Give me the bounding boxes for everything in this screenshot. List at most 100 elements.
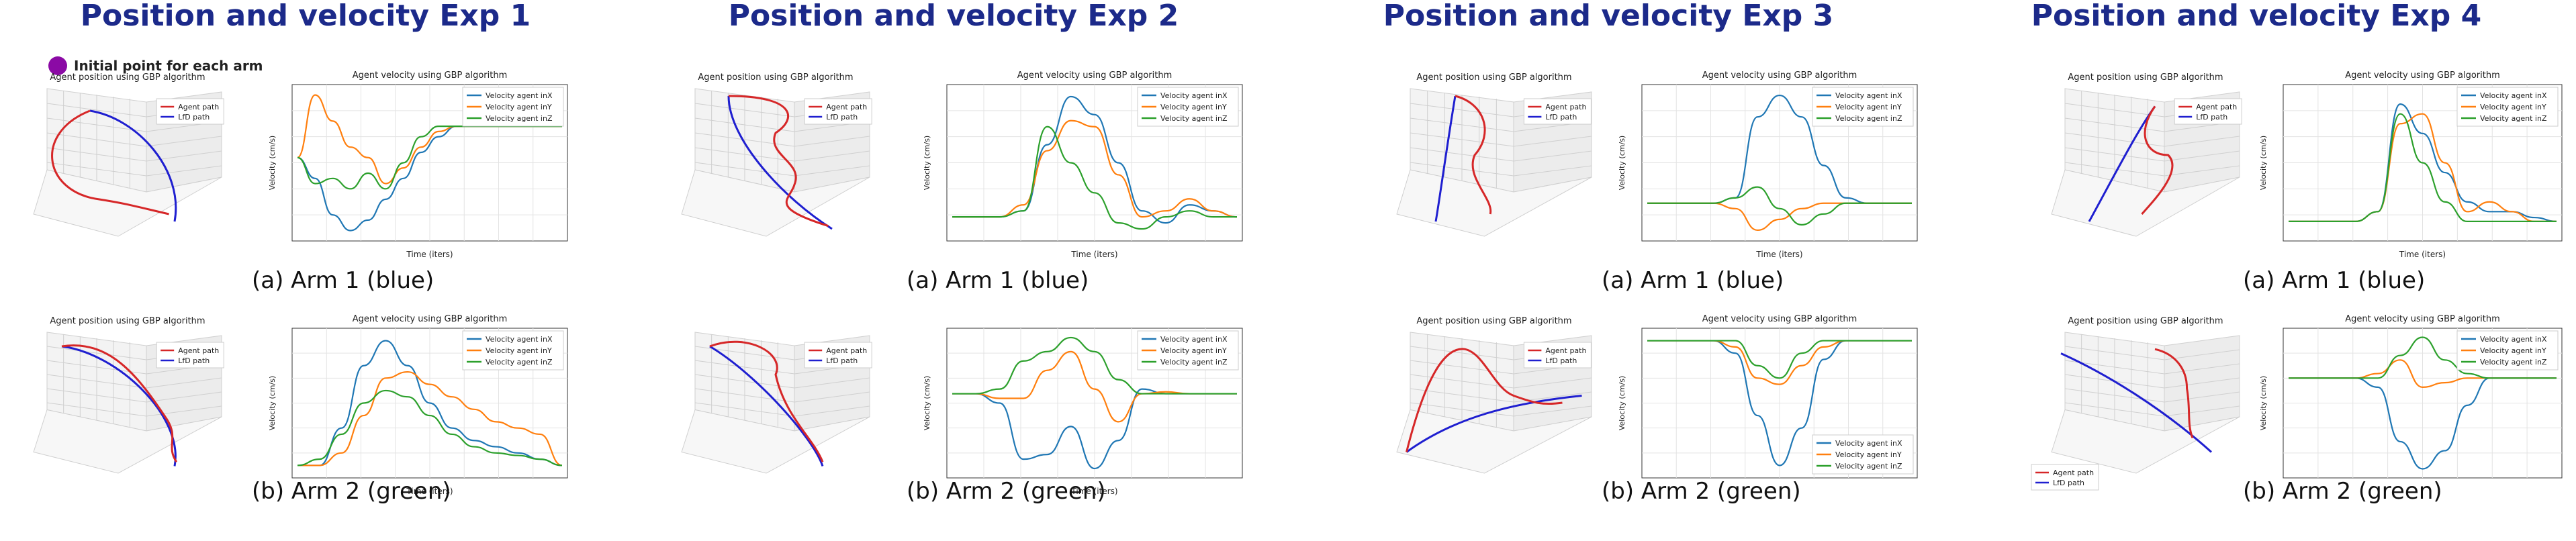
lfd-path-line (89, 109, 177, 222)
subfigure-caption: (b) Arm 2 (green) (1602, 478, 1801, 505)
legend-label: Agent path (2196, 103, 2237, 111)
velocity-plot: Velocity (cm/s) Time (iters) Velocity agen… (923, 328, 1243, 496)
series-line (1647, 340, 1912, 379)
legend-label: Velocity agent inX (2480, 335, 2547, 344)
y-axis-label: Velocity (cm/s) (923, 376, 931, 430)
agent-path-line (61, 344, 178, 463)
subfigure-caption: (a) Arm 1 (blue) (252, 267, 434, 294)
lfd-path-line (727, 95, 833, 230)
position-plot-title: Agent position using GBP algorithm (50, 316, 205, 326)
initial-point-marker (48, 56, 67, 75)
position-3d-plot: Agent position using GBP algorithm Agent … (1396, 316, 1592, 474)
legend-label: Velocity agent inX (1835, 439, 1902, 448)
subfigure-caption: (a) Arm 1 (blue) (907, 267, 1089, 294)
series-line (952, 336, 1237, 395)
legend-label: LfD path (1545, 113, 1577, 121)
position-legend (156, 98, 224, 125)
velocity-legend (1137, 330, 1239, 371)
legend-label: Agent path (178, 103, 219, 111)
legend-label: LfD path (2196, 113, 2227, 121)
x-axis-label: Time (iters) (406, 250, 453, 259)
position-plot-title: Agent position using GBP algorithm (1416, 316, 1571, 326)
position-plot-title: Agent position using GBP algorithm (698, 72, 853, 83)
legend-label: Velocity agent inZ (1160, 358, 1228, 366)
legend-label: Velocity agent inY (1835, 103, 1902, 111)
experiment-title: Position and velocity Exp 4 (2031, 0, 2482, 33)
lfd-path-line (1434, 95, 1457, 222)
position-3d-plot: Agent position using GBP algorithm Agent … (33, 316, 224, 474)
velocity-plot-title: Agent velocity using GBP algorithm (1702, 314, 1857, 324)
subfigure-caption: (b) Arm 2 (green) (252, 478, 451, 505)
x-axis-label: Time (iters) (1070, 487, 1117, 496)
lfd-path-line (61, 345, 177, 466)
agent-path-line (1455, 95, 1492, 215)
position-3d-plot: Agent position using GBP algorithm Agent … (2051, 72, 2242, 237)
velocity-plot: Agent velocity using GBP algorithm Veloci… (268, 70, 568, 259)
legend-label: Agent path (826, 346, 867, 355)
velocity-plot: Agent velocity using GBP algorithm Veloci… (1618, 70, 1918, 259)
position-plot-title: Agent position using GBP algorithm (1416, 72, 1571, 83)
subfigure-caption: (a) Arm 1 (blue) (2243, 267, 2426, 294)
position-3d-plot: Agent position using GBP algorithm Agent … (33, 72, 224, 237)
series-line (297, 371, 563, 466)
velocity-plot-title: Agent velocity using GBP algorithm (2345, 314, 2500, 324)
legend-label: Agent path (1545, 346, 1586, 355)
position-plot-title: Agent position using GBP algorithm (2068, 316, 2223, 326)
legend-label: Velocity agent inY (2480, 346, 2546, 355)
series-line (297, 389, 563, 466)
series-line (2288, 113, 2557, 222)
agent-path-line (709, 340, 824, 462)
series-line (1647, 186, 1912, 226)
x-axis-label: Time (iters) (2399, 250, 2446, 259)
experiment-title: Position and velocity Exp 1 (80, 0, 531, 33)
legend-label: Velocity agent inX (1835, 91, 1902, 100)
legend-label: Velocity agent inY (1835, 450, 1902, 459)
legend-label: Velocity agent inZ (2480, 114, 2547, 123)
legend-label: Velocity agent inZ (2480, 358, 2547, 366)
position-3d-plot: Agent position using GBP algorithm Agent … (2031, 316, 2240, 491)
legend-label: LfD path (178, 113, 210, 121)
legend-label: Velocity agent inY (1160, 103, 1227, 111)
legend-label: Velocity agent inY (2480, 103, 2546, 111)
agent-path-line (2141, 105, 2174, 215)
position-legend (2174, 98, 2242, 125)
position-plot-title: Agent position using GBP algorithm (50, 72, 205, 83)
legend-label: LfD path (178, 356, 210, 365)
velocity-plot-title: Agent velocity using GBP algorithm (1702, 70, 1857, 81)
legend-label: LfD path (826, 356, 858, 365)
x-axis-label: Time (iters) (1070, 250, 1117, 259)
velocity-legend (2456, 330, 2559, 371)
legend-label: Agent path (178, 346, 219, 355)
velocity-plot-title: Agent velocity using GBP algorithm (2345, 70, 2500, 81)
experiment-title: Position and velocity Exp 3 (1383, 0, 1834, 33)
position-3d-plot: Agent position using GBP algorithm Agent … (681, 72, 872, 237)
position-legend (2031, 464, 2099, 491)
velocity-plot-title: Agent velocity using GBP algorithm (353, 314, 508, 324)
legend-label: LfD path (1545, 356, 1577, 365)
legend-label: Velocity agent inX (486, 91, 553, 100)
legend-label: Velocity agent inZ (486, 114, 553, 123)
initial-point-label: Initial point for each arm (74, 58, 263, 74)
velocity-plot: Agent velocity using GBP algorithm Veloci… (268, 314, 568, 496)
y-axis-label: Velocity (cm/s) (268, 376, 277, 430)
legend-label: Velocity agent inY (486, 346, 552, 355)
legend-label: Velocity agent inX (1160, 91, 1228, 100)
legend-label: LfD path (2053, 479, 2084, 487)
y-axis-label: Velocity (cm/s) (268, 136, 277, 190)
position-legend (156, 342, 224, 368)
series-line (297, 340, 563, 466)
legend-label: Velocity agent inX (486, 335, 553, 344)
legend-label: Velocity agent inZ (486, 358, 553, 366)
position-legend (1523, 98, 1592, 125)
y-axis-label: Velocity (cm/s) (2259, 376, 2268, 430)
y-axis-label: Velocity (cm/s) (1618, 136, 1626, 190)
velocity-plot-title: Agent velocity using GBP algorithm (353, 70, 508, 81)
y-axis-label: Velocity (cm/s) (923, 136, 931, 190)
velocity-plot: Agent velocity using GBP algorithm Veloci… (923, 70, 1243, 259)
legend-label: Velocity agent inY (1160, 346, 1227, 355)
velocity-plot-title: Agent velocity using GBP algorithm (1017, 70, 1172, 81)
legend-label: Velocity agent inY (486, 103, 552, 111)
position-legend (804, 342, 872, 368)
initial-point-legend: Initial point for each arm (48, 56, 263, 75)
